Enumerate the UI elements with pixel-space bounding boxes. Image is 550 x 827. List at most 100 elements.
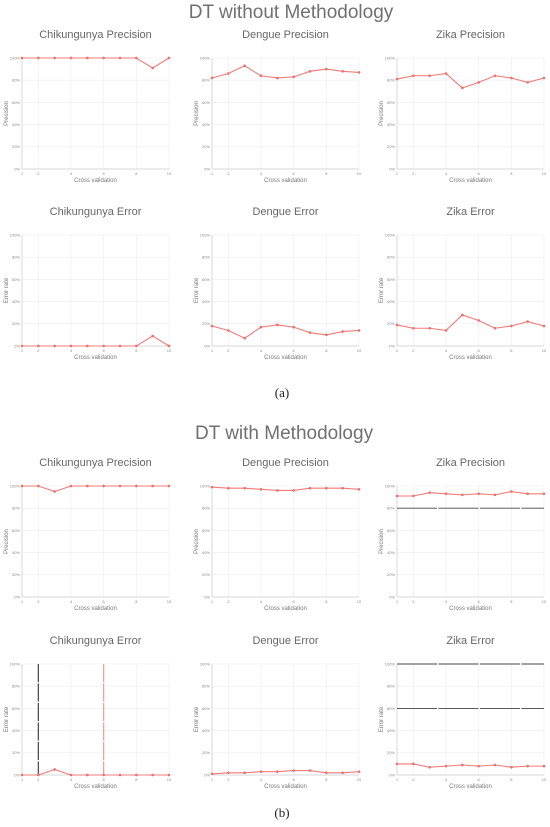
s0-chikungunya-precision-x-tick-label: 1	[21, 171, 24, 176]
s0-zika-error-data-point	[428, 326, 432, 330]
s0-zika-error-title: Zika Error	[446, 206, 495, 218]
s0-zika-error-data-point	[460, 313, 464, 317]
s1-dengue-precision-data-point	[275, 489, 279, 492]
s0-chikungunya-precision-y-tick-label: 60%	[12, 100, 20, 105]
s1-chikungunya-error-x-tick-label: 8	[135, 777, 138, 782]
s0-dengue-error-x-tick-label: 1	[211, 348, 214, 353]
s1-zika-precision-data-point	[460, 493, 464, 497]
s0-zika-precision-y-tick-label: 100%	[385, 55, 396, 60]
s1-dengue-precision-title: Dengue Precision	[242, 457, 329, 469]
s1-chikungunya-precision-data-point	[85, 484, 89, 488]
s0-dengue-error-data-point	[210, 324, 214, 328]
s1-chikungunya-precision-title: Chikungunya Precision	[39, 457, 152, 469]
s1-dengue-precision-y-tick-label: 0%	[204, 594, 210, 599]
section-a-label: (a)	[275, 385, 289, 400]
s1-zika-precision-y-tick-label: 100%	[385, 483, 396, 488]
s1-zika-error-data-point	[395, 762, 399, 766]
s1-zika-error-data-point	[428, 765, 432, 769]
s1-zika-precision-x-tick-label: 10	[542, 599, 547, 604]
s1-dengue-precision-data-point	[341, 486, 345, 490]
s0-chikungunya-precision-data-point	[85, 56, 89, 60]
s1-dengue-precision-x-tick-label: 10	[357, 599, 362, 604]
s1-chikungunya-precision-data-point	[151, 484, 155, 488]
s0-zika-precision-data-point	[526, 81, 530, 84]
s1-chikungunya-precision-y-tick-label: 20%	[12, 572, 20, 577]
s0-dengue-precision-y-tick-label: 100%	[200, 55, 211, 60]
s0-chikungunya-error-x-axis-label: Cross validation	[74, 355, 117, 361]
s1-chikungunya-precision-x-tick-label: 8	[135, 599, 138, 604]
s1-dengue-precision-x-tick-label: 1	[211, 599, 214, 604]
s0-chikungunya-error-data-point	[134, 344, 138, 348]
s0-dengue-precision-title: Dengue Precision	[242, 29, 329, 41]
s0-zika-error-x-tick-label: 1	[396, 348, 399, 353]
s1-chikungunya-error-y-tick-label: 0%	[14, 772, 20, 777]
s1-dengue-precision-data-point	[357, 487, 361, 491]
s0-dengue-precision-y-tick-label: 60%	[202, 100, 210, 105]
s1-chikungunya-precision-y-tick-label: 40%	[12, 550, 20, 555]
s1-dengue-precision-y-axis-label: Precision	[194, 529, 200, 554]
s1-dengue-precision-y-tick-label: 20%	[202, 572, 210, 577]
s1-zika-precision-x-tick-label: 6	[478, 599, 481, 604]
s1-dengue-error-x-tick-label: 4	[260, 777, 263, 782]
s1-chikungunya-error-y-tick-label: 60%	[12, 706, 20, 711]
s1-zika-error-x-axis-label: Cross validation	[449, 784, 492, 790]
s0-chikungunya-precision-series-line	[22, 57, 170, 69]
s1-chikungunya-precision-x-tick-label: 2	[37, 599, 40, 604]
s0-zika-precision-x-tick-label: 8	[510, 171, 513, 176]
s1-chikungunya-error-title: Chikungunya Error	[50, 635, 142, 647]
s1-chikungunya-error-data-point	[53, 768, 57, 771]
s1-dengue-error-data-point	[259, 770, 263, 774]
s0-dengue-error-y-tick-label: 60%	[202, 277, 210, 282]
s1-zika-error-x-tick-label: 8	[510, 777, 513, 782]
s1-chikungunya-error-x-tick-label: 6	[103, 777, 106, 782]
s1-chikungunya-precision-y-tick-label: 100%	[10, 483, 21, 488]
s0-zika-precision-series-line	[396, 72, 545, 89]
s1-zika-precision-data-point	[526, 492, 530, 496]
s1-dengue-error-data-point	[275, 770, 279, 774]
s0-zika-precision-x-tick-label: 2	[412, 171, 415, 176]
s0-zika-precision-data-point	[395, 77, 399, 81]
s0-zika-error-data-point	[493, 326, 497, 330]
s1-chikungunya-precision-x-tick-label: 10	[167, 599, 172, 604]
s0-zika-error-data-point	[509, 324, 513, 328]
s0-dengue-precision-y-tick-label: 20%	[202, 144, 210, 149]
s1-zika-error-data-point	[460, 763, 464, 767]
s0-dengue-precision-data-point	[226, 72, 230, 75]
s1-chikungunya-error-data-point	[36, 773, 40, 777]
s1-chikungunya-error-y-tick-label: 40%	[12, 728, 20, 733]
s1-dengue-error-x-tick-label: 2	[227, 777, 230, 782]
s1-zika-precision-y-tick-label: 60%	[387, 528, 395, 533]
s1-zika-error-y-tick-label: 0%	[389, 772, 395, 777]
s0-zika-error-data-point	[411, 326, 415, 330]
s0-zika-precision-y-tick-label: 0%	[389, 166, 395, 171]
s1-zika-precision-y-axis-label: Precision	[379, 529, 385, 554]
s0-chikungunya-precision-x-tick-label: 6	[103, 171, 106, 176]
s0-chikungunya-error-y-axis-label: Error rate	[4, 277, 10, 303]
s1-dengue-error-data-point	[243, 771, 247, 775]
s1-zika-error-y-axis-label: Error rate	[379, 706, 385, 732]
s0-zika-precision-title: Zika Precision	[436, 29, 505, 41]
s0-chikungunya-precision-y-tick-label: 20%	[12, 144, 20, 149]
s0-chikungunya-error-data-point	[53, 344, 57, 348]
s1-chikungunya-precision-series-line	[22, 485, 169, 493]
s0-zika-error-data-point	[526, 320, 530, 323]
s1-zika-error-y-tick-label: 40%	[387, 728, 395, 733]
s0-dengue-precision-x-tick-label: 10	[357, 171, 362, 176]
s0-chikungunya-error-y-tick-label: 40%	[12, 299, 20, 304]
s1-dengue-error-data-point	[308, 769, 312, 772]
s0-chikungunya-error-x-tick-label: 8	[135, 348, 138, 353]
s1-zika-precision-x-tick-label: 2	[412, 599, 415, 604]
s1-dengue-error-data-point	[210, 772, 214, 776]
s0-dengue-error-chart: Dengue Error 0% 20% 40% 60% 80% 100% 1 2 4 6 8 10 Cro…	[194, 206, 362, 361]
s1-dengue-error-x-axis-label: Cross validation	[264, 784, 307, 790]
s0-chikungunya-error-y-tick-label: 100%	[10, 232, 21, 237]
s1-zika-error-x-tick-label: 4	[445, 777, 448, 782]
s1-dengue-error-chart: Dengue Error 0% 20% 40% 60% 80% 100% 1 2 4 6 8 10 Cro…	[194, 635, 362, 790]
s1-chikungunya-error-data-point	[20, 773, 24, 777]
s0-zika-precision-x-tick-label: 4	[445, 171, 448, 176]
s1-dengue-precision-data-point	[226, 486, 230, 490]
s0-zika-precision-x-tick-label: 10	[542, 171, 547, 176]
s0-chikungunya-precision-data-point	[118, 56, 122, 60]
s1-dengue-error-x-tick-label: 1	[211, 777, 214, 782]
s1-zika-error-y-tick-label: 60%	[387, 706, 395, 711]
